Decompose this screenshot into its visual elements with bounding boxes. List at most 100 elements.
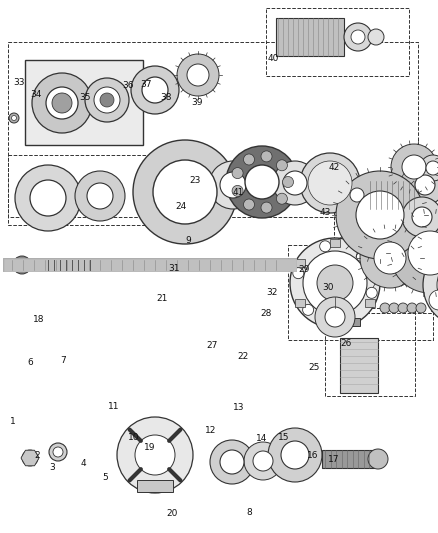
Circle shape — [232, 167, 243, 179]
Text: 34: 34 — [31, 91, 42, 99]
Text: 28: 28 — [260, 309, 272, 318]
Circle shape — [366, 287, 377, 298]
Circle shape — [153, 160, 217, 224]
Circle shape — [92, 188, 108, 204]
Circle shape — [220, 450, 244, 474]
Bar — [266, 8, 409, 76]
Text: 13: 13 — [233, 403, 244, 412]
Text: 12: 12 — [205, 426, 216, 435]
Text: 25: 25 — [308, 364, 320, 372]
Circle shape — [49, 443, 67, 461]
Text: 39: 39 — [191, 98, 203, 107]
Circle shape — [135, 435, 175, 475]
Text: 19: 19 — [144, 443, 155, 452]
Text: 37: 37 — [140, 80, 152, 88]
Circle shape — [317, 265, 353, 301]
Text: 33: 33 — [13, 78, 25, 87]
Circle shape — [290, 238, 380, 328]
Circle shape — [426, 161, 438, 175]
Circle shape — [253, 451, 273, 471]
Circle shape — [293, 268, 304, 279]
Text: 43: 43 — [319, 208, 331, 216]
Circle shape — [429, 290, 438, 310]
Circle shape — [368, 449, 388, 469]
Circle shape — [131, 66, 179, 114]
Text: 2: 2 — [35, 451, 40, 460]
Bar — [25, 60, 143, 145]
Circle shape — [13, 256, 31, 274]
Circle shape — [415, 175, 435, 195]
Circle shape — [339, 314, 350, 325]
Text: 26: 26 — [340, 340, 352, 348]
Text: 22: 22 — [237, 352, 249, 360]
Text: 27: 27 — [207, 341, 218, 350]
Bar — [365, 299, 374, 307]
Bar — [334, 183, 431, 313]
Circle shape — [344, 23, 372, 51]
Circle shape — [303, 251, 367, 315]
Text: 3: 3 — [49, 464, 56, 472]
Circle shape — [308, 161, 352, 205]
Text: 41: 41 — [233, 189, 244, 197]
Text: 42: 42 — [328, 164, 339, 172]
Circle shape — [87, 183, 113, 209]
Circle shape — [380, 303, 390, 313]
Circle shape — [85, 78, 129, 122]
Circle shape — [416, 303, 426, 313]
Circle shape — [420, 155, 438, 181]
Circle shape — [407, 303, 417, 313]
Circle shape — [390, 213, 438, 293]
Bar — [8, 42, 418, 217]
Circle shape — [281, 441, 309, 469]
Circle shape — [408, 231, 438, 275]
Bar — [365, 259, 374, 267]
Circle shape — [350, 188, 364, 202]
Text: 17: 17 — [328, 455, 340, 464]
Text: 7: 7 — [60, 357, 67, 365]
Circle shape — [245, 165, 279, 199]
Circle shape — [423, 243, 438, 327]
Circle shape — [117, 417, 193, 493]
Circle shape — [315, 297, 355, 337]
Circle shape — [374, 242, 406, 274]
Circle shape — [368, 29, 384, 45]
Text: 8: 8 — [247, 508, 253, 517]
Circle shape — [405, 165, 438, 205]
Text: 35: 35 — [79, 93, 90, 102]
Polygon shape — [21, 450, 39, 466]
Circle shape — [325, 307, 345, 327]
Circle shape — [261, 202, 272, 213]
Text: 9: 9 — [185, 237, 191, 245]
Circle shape — [9, 113, 19, 123]
Bar — [330, 239, 340, 247]
Text: 1: 1 — [10, 417, 16, 425]
Circle shape — [437, 257, 438, 313]
Text: 24: 24 — [175, 203, 187, 211]
Circle shape — [357, 251, 367, 262]
Text: 5: 5 — [102, 473, 108, 481]
Circle shape — [276, 160, 287, 171]
Circle shape — [273, 161, 317, 205]
Circle shape — [11, 116, 17, 120]
Circle shape — [261, 151, 272, 162]
Circle shape — [220, 172, 246, 198]
Circle shape — [391, 144, 437, 190]
Circle shape — [300, 153, 360, 213]
Circle shape — [389, 303, 399, 313]
Circle shape — [209, 161, 257, 209]
Text: 30: 30 — [322, 284, 333, 292]
Circle shape — [46, 87, 78, 119]
Circle shape — [52, 93, 72, 113]
Text: 21: 21 — [156, 294, 168, 303]
Text: 31: 31 — [169, 264, 180, 272]
Circle shape — [210, 440, 254, 484]
Circle shape — [412, 207, 432, 227]
Text: 18: 18 — [33, 316, 44, 324]
Bar — [295, 259, 305, 267]
Bar — [330, 319, 340, 327]
Text: 6: 6 — [27, 358, 33, 367]
Circle shape — [402, 197, 438, 237]
Text: 32: 32 — [267, 288, 278, 296]
Bar — [367, 181, 419, 209]
Circle shape — [244, 442, 282, 480]
